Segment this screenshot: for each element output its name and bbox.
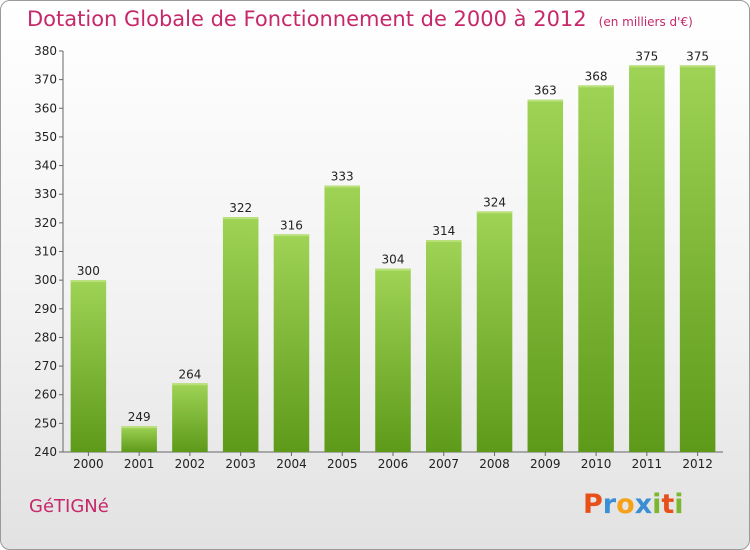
bar-top-edge [679, 65, 716, 68]
x-tick-label: 2002 [175, 457, 206, 471]
bar-value-label: 375 [635, 49, 658, 63]
bar-value-label: 333 [331, 170, 354, 184]
x-tick-label: 2012 [682, 457, 713, 471]
x-tick-label: 2005 [327, 457, 358, 471]
bar [527, 99, 564, 452]
chart-title: Dotation Globale de Fonctionnement de 20… [27, 7, 693, 31]
logo-letter: o [616, 489, 635, 520]
bar [426, 240, 462, 452]
bar-value-label: 264 [178, 367, 201, 381]
commune-name: GéTIGNé [29, 496, 109, 517]
bar-top-edge [121, 426, 157, 429]
proxiti-logo[interactable]: Proxiti [583, 489, 684, 520]
y-tick-label: 290 [34, 302, 57, 316]
bar-top-edge [476, 211, 513, 214]
logo-letter: i [652, 489, 662, 520]
x-tick-label: 2001 [124, 457, 155, 471]
x-tick-label: 2011 [632, 457, 663, 471]
bar-top-edge [629, 65, 665, 68]
x-tick-label: 2006 [378, 457, 409, 471]
bar-top-edge [527, 99, 564, 102]
logo-letter: x [634, 489, 653, 520]
y-tick-label: 330 [34, 187, 57, 201]
y-tick-label: 250 [34, 416, 57, 430]
bar-value-label: 316 [280, 218, 303, 232]
bar-top-edge [222, 217, 259, 220]
bar [70, 280, 107, 452]
y-tick-label: 280 [34, 330, 57, 344]
y-tick-label: 310 [34, 245, 57, 259]
bar-top-edge [426, 240, 462, 243]
bar-value-label: 322 [229, 201, 252, 215]
bar [629, 65, 665, 453]
bar-value-label: 368 [585, 69, 608, 83]
x-tick-label: 2008 [479, 457, 510, 471]
y-tick-label: 350 [34, 130, 57, 144]
x-tick-label: 2007 [428, 457, 459, 471]
bar-value-label: 324 [483, 195, 506, 209]
logo-letter: t [661, 489, 675, 520]
bar-value-label: 304 [382, 253, 405, 267]
bar-value-label: 363 [534, 84, 557, 98]
bar [476, 211, 513, 452]
y-tick-label: 320 [34, 216, 57, 230]
y-tick-label: 270 [34, 359, 57, 373]
y-tick-label: 260 [34, 388, 57, 402]
y-tick-label: 240 [34, 445, 57, 459]
y-tick-label: 340 [34, 159, 57, 173]
y-tick-label: 370 [34, 73, 57, 87]
bar [273, 234, 310, 452]
bar [679, 65, 716, 453]
bar-top-edge [273, 234, 310, 237]
x-tick-label: 2009 [530, 457, 561, 471]
bar [121, 426, 157, 452]
bar-top-edge [375, 268, 411, 271]
x-tick-label: 2010 [581, 457, 612, 471]
y-tick-label: 360 [34, 101, 57, 115]
y-tick-label: 380 [34, 44, 57, 58]
bar-value-label: 314 [432, 224, 455, 238]
bar [324, 185, 360, 452]
chart-unit: (en milliers d'€) [598, 15, 693, 29]
bar-top-edge [578, 85, 614, 88]
bar-value-label: 375 [686, 49, 709, 63]
bar [172, 383, 208, 452]
bar [375, 268, 411, 452]
bar [578, 85, 614, 452]
x-tick-label: 2004 [276, 457, 307, 471]
x-tick-label: 2000 [73, 457, 104, 471]
bar-value-label: 300 [77, 264, 100, 278]
logo-letter: r [602, 489, 617, 520]
bar-top-edge [324, 185, 360, 188]
bar [222, 217, 259, 452]
x-tick-label: 2003 [225, 457, 256, 471]
bar-top-edge [172, 383, 208, 386]
logo-letter: i [674, 489, 684, 520]
y-tick-label: 300 [34, 273, 57, 287]
bar-top-edge [70, 280, 107, 283]
logo-letter: P [583, 489, 603, 520]
chart-title-text: Dotation Globale de Fonctionnement de 20… [27, 7, 587, 31]
bar-value-label: 249 [128, 410, 151, 424]
